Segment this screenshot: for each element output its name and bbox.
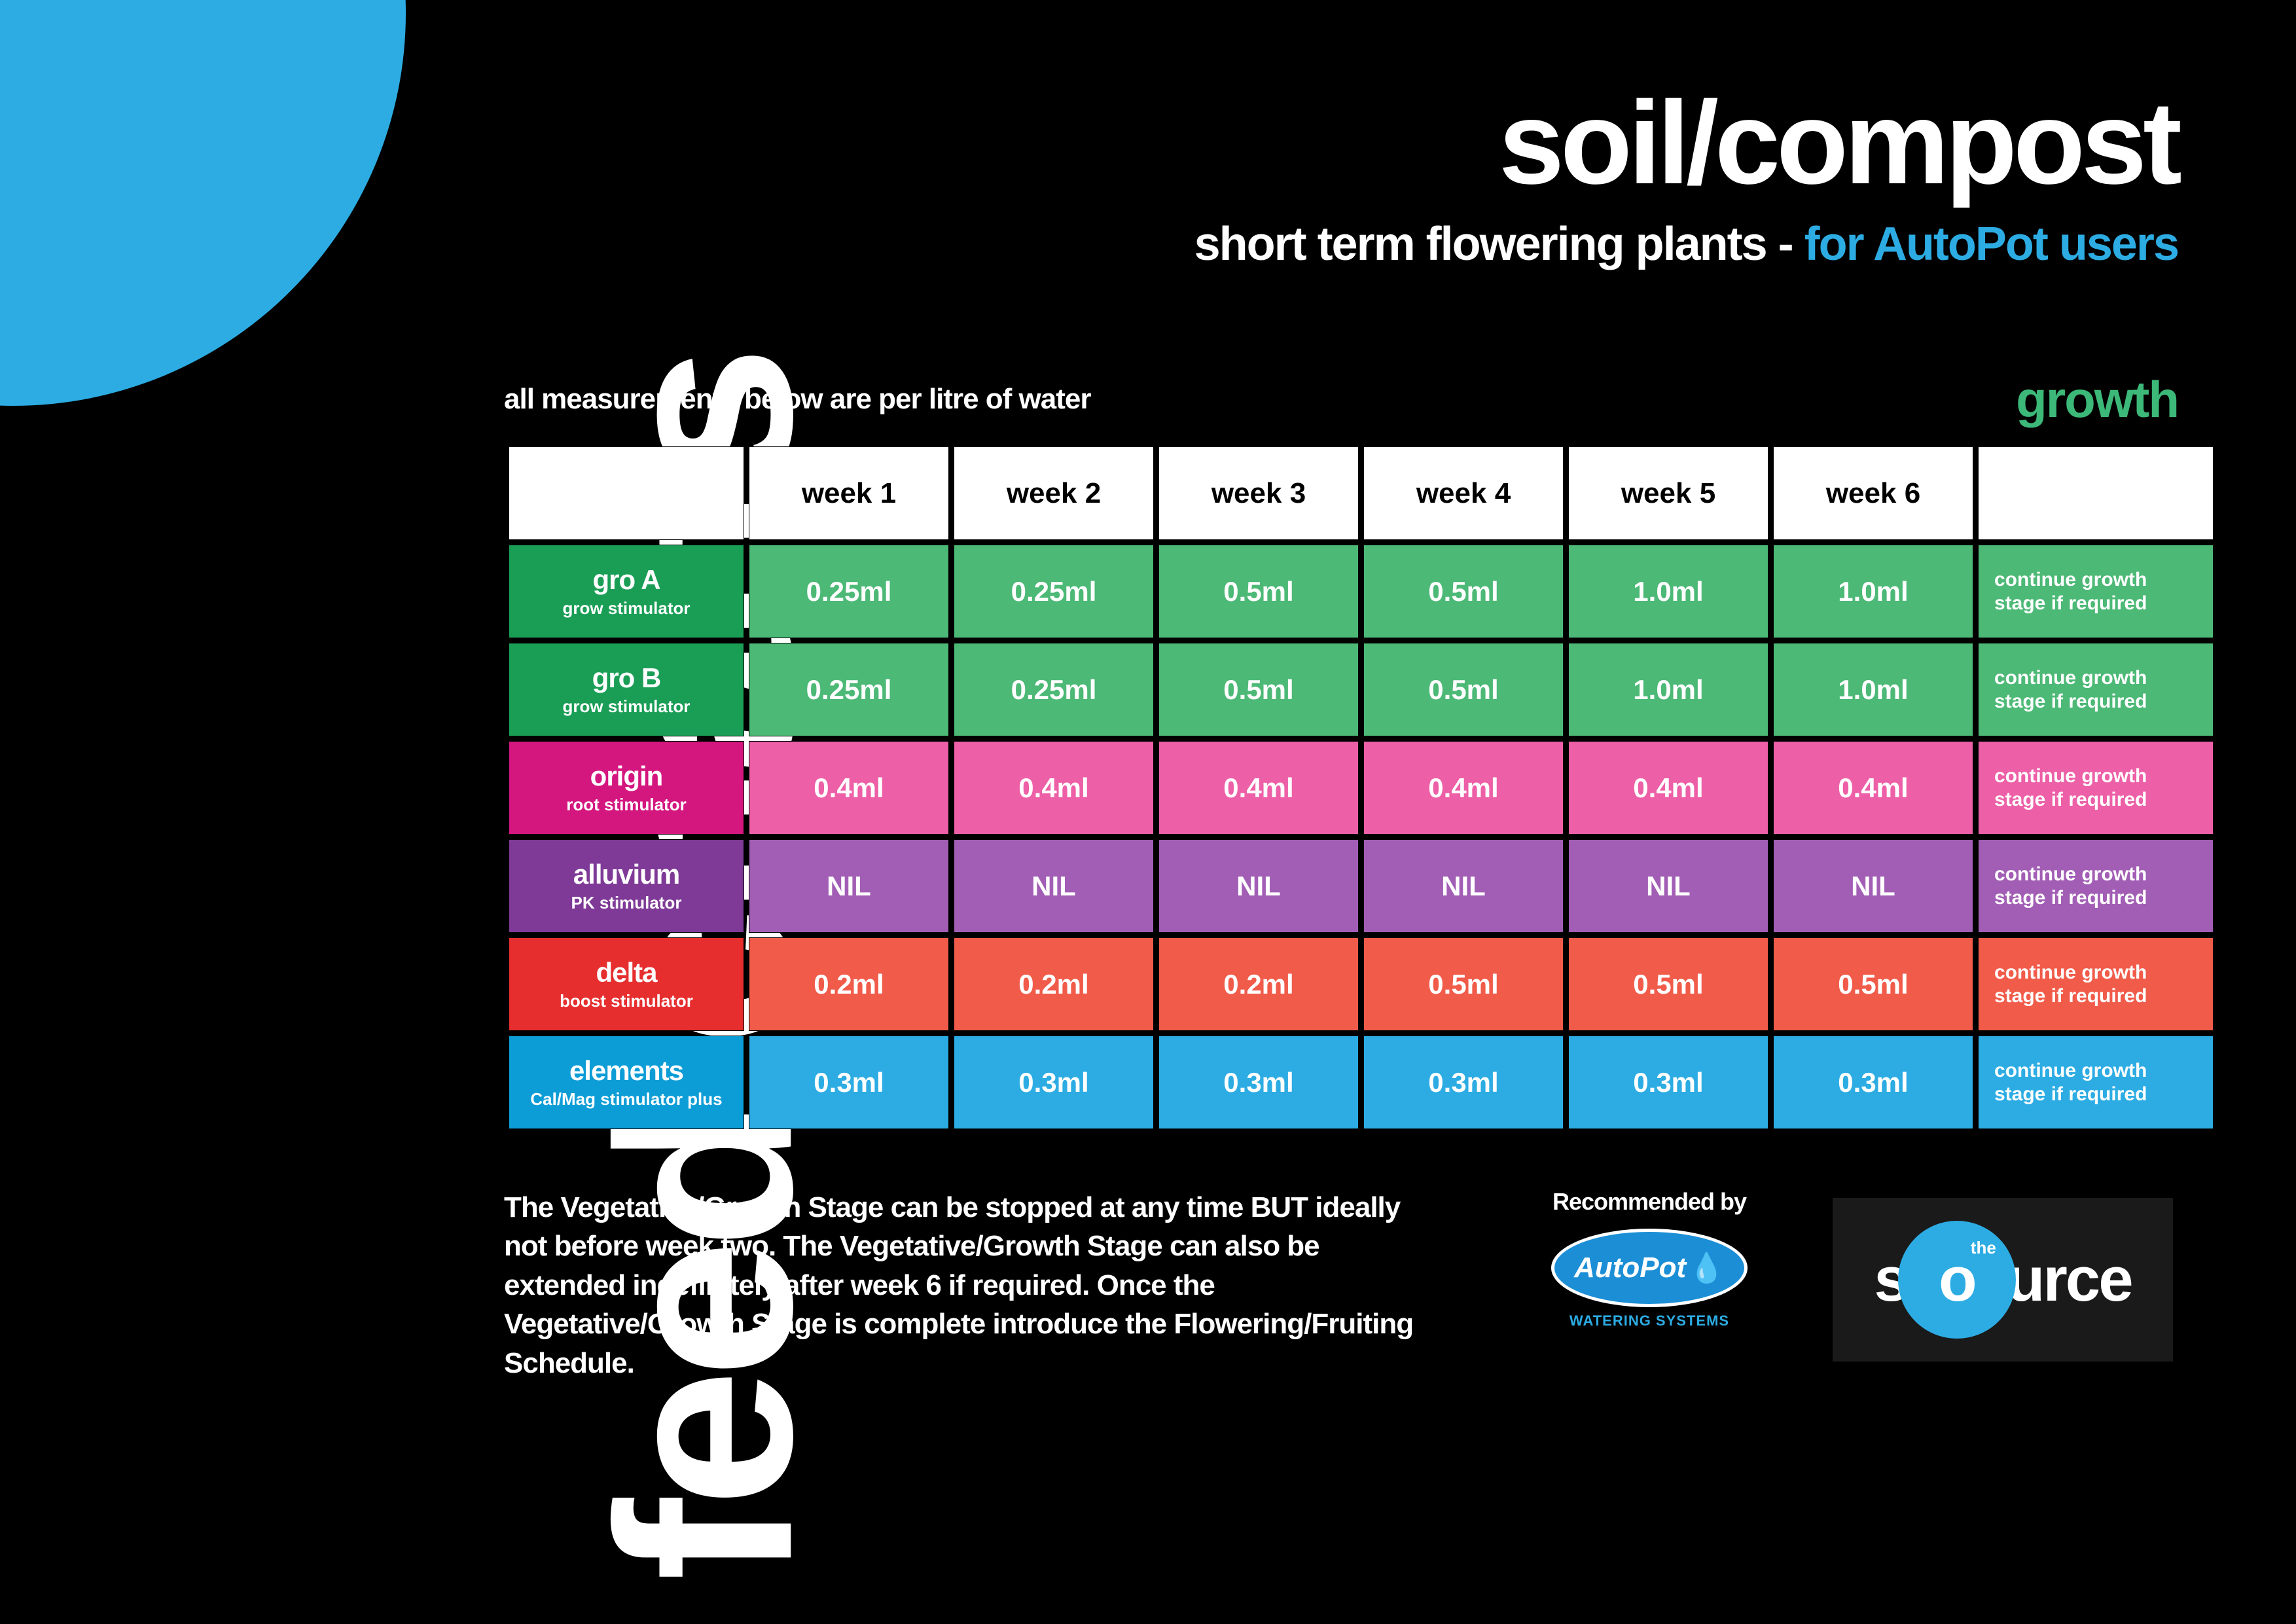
value-cell: 0.3ml (1568, 1036, 1768, 1129)
value-cell: 0.4ml (1158, 741, 1359, 835)
value-cell: 1.0ml (1773, 545, 1973, 638)
row-note: continue growth stage if required (1978, 545, 2214, 638)
value-cell: 0.5ml (1158, 545, 1359, 638)
value-cell: 0.2ml (954, 937, 1154, 1031)
table-row: originroot stimulator0.4ml0.4ml0.4ml0.4m… (509, 741, 2214, 835)
value-cell: 0.4ml (954, 741, 1154, 835)
header: soil/compost short term flowering plants… (1194, 75, 2178, 271)
row-label-elements: elementsCal/Mag stimulator plus (509, 1036, 744, 1129)
row-label-gro-B: gro Bgrow stimulator (509, 643, 744, 736)
row-note: continue growth stage if required (1978, 741, 2214, 835)
value-cell: 0.2ml (1158, 937, 1359, 1031)
week-header-2: week 2 (954, 446, 1154, 540)
header-blank (509, 446, 744, 540)
subtitle: short term flowering plants - for AutoPo… (1194, 217, 2178, 271)
value-cell: NIL (1363, 839, 1564, 933)
feed-chart-table: week 1week 2week 3week 4week 5week 6 gro … (504, 442, 2179, 1134)
value-cell: NIL (954, 839, 1154, 933)
week-header-3: week 3 (1158, 446, 1359, 540)
header-trailing (1978, 446, 2214, 540)
table-row: elementsCal/Mag stimulator plus0.3ml0.3m… (509, 1036, 2214, 1129)
value-cell: 0.3ml (1158, 1036, 1359, 1129)
value-cell: 0.5ml (1363, 937, 1564, 1031)
source-logo: s the o urce (1833, 1198, 2173, 1362)
corner-decoration (0, 0, 406, 406)
source-suffix: urce (2007, 1244, 2132, 1316)
table-row: gro Bgrow stimulator0.25ml0.25ml0.5ml0.5… (509, 643, 2214, 736)
row-note: continue growth stage if required (1978, 643, 2214, 736)
value-cell: 0.2ml (749, 937, 949, 1031)
source-circle: the o (1898, 1221, 2016, 1339)
main-title: soil/compost (1194, 75, 2178, 211)
stage-label: growth (2016, 370, 2178, 429)
row-note: continue growth stage if required (1978, 1036, 2214, 1129)
value-cell: 1.0ml (1568, 643, 1768, 736)
value-cell: 0.4ml (1568, 741, 1768, 835)
row-label-delta: deltaboost stimulator (509, 937, 744, 1031)
measurements-note: all measurements below are per litre of … (504, 383, 1090, 416)
value-cell: 0.3ml (954, 1036, 1154, 1129)
value-cell: 0.5ml (1158, 643, 1359, 736)
recommended-label: Recommended by (1545, 1188, 1754, 1216)
footer-note: The Vegetative/Growth Stage can be stopp… (504, 1188, 1420, 1382)
value-cell: 1.0ml (1568, 545, 1768, 638)
source-the: the (1971, 1238, 1996, 1258)
value-cell: 0.4ml (1773, 741, 1973, 835)
value-cell: 0.4ml (1363, 741, 1564, 835)
value-cell: NIL (749, 839, 949, 933)
value-cell: 0.3ml (1773, 1036, 1973, 1129)
table-row: alluviumPK stimulatorNILNILNILNILNILNILc… (509, 839, 2214, 933)
value-cell: 0.25ml (749, 643, 949, 736)
autopot-logo: AutoPot 💧 WATERING SYSTEMS (1545, 1229, 1754, 1333)
value-cell: NIL (1568, 839, 1768, 933)
week-header-4: week 4 (1363, 446, 1564, 540)
value-cell: 0.25ml (954, 545, 1154, 638)
value-cell: 0.4ml (749, 741, 949, 835)
value-cell: 0.5ml (1773, 937, 1973, 1031)
table-row: deltaboost stimulator0.2ml0.2ml0.2ml0.5m… (509, 937, 2214, 1031)
value-cell: 0.3ml (1363, 1036, 1564, 1129)
week-header-5: week 5 (1568, 446, 1768, 540)
value-cell: 1.0ml (1773, 643, 1973, 736)
recommended-by: Recommended by AutoPot 💧 WATERING SYSTEM… (1545, 1188, 1754, 1333)
value-cell: 0.5ml (1568, 937, 1768, 1031)
source-o: o (1939, 1244, 1975, 1316)
value-cell: 0.5ml (1363, 545, 1564, 638)
row-label-origin: originroot stimulator (509, 741, 744, 835)
value-cell: NIL (1158, 839, 1359, 933)
value-cell: 0.25ml (954, 643, 1154, 736)
row-label-alluvium: alluviumPK stimulator (509, 839, 744, 933)
value-cell: NIL (1773, 839, 1973, 933)
subtitle-highlight: for AutoPot users (1804, 218, 2178, 270)
value-cell: 0.25ml (749, 545, 949, 638)
row-note: continue growth stage if required (1978, 839, 2214, 933)
subtitle-prefix: short term flowering plants - (1194, 218, 1804, 270)
table-row: gro Agrow stimulator0.25ml0.25ml0.5ml0.5… (509, 545, 2214, 638)
week-header-1: week 1 (749, 446, 949, 540)
row-note: continue growth stage if required (1978, 937, 2214, 1031)
autopot-tagline: WATERING SYSTEMS (1545, 1312, 1754, 1329)
value-cell: 0.3ml (749, 1036, 949, 1129)
value-cell: 0.5ml (1363, 643, 1564, 736)
autopot-logo-text: AutoPot (1574, 1252, 1686, 1284)
week-header-6: week 6 (1773, 446, 1973, 540)
row-label-gro-A: gro Agrow stimulator (509, 545, 744, 638)
